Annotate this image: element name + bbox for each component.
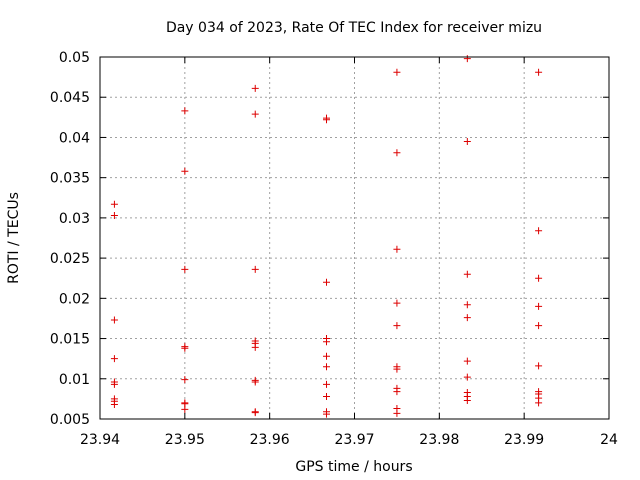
data-point [251, 84, 259, 92]
data-point [251, 110, 259, 118]
y-tick-label: 0.005 [50, 412, 90, 428]
x-tick-label: 23.98 [419, 432, 459, 448]
axis-ticks [99, 56, 610, 420]
x-tick-label: 23.96 [250, 432, 290, 448]
data-point [110, 316, 118, 324]
data-point [323, 410, 331, 418]
data-point [463, 396, 471, 404]
data-point [463, 55, 471, 63]
data-point [393, 299, 401, 307]
data-point [535, 362, 543, 370]
data-point [181, 344, 189, 352]
data-point [393, 365, 401, 373]
data-point [463, 373, 471, 381]
y-tick-label: 0.04 [59, 130, 90, 146]
data-point [463, 314, 471, 322]
data-point [323, 392, 331, 400]
y-axis-title: ROTI / TECUs [6, 192, 22, 284]
data-point [323, 338, 331, 346]
y-tick-label: 0.01 [59, 372, 90, 388]
y-tick-label: 0.035 [50, 171, 90, 187]
x-axis-tick-labels: 23.94 23.95 23.96 23.97 23.98 23.99 24 [80, 432, 618, 448]
data-point [393, 68, 401, 76]
data-point [181, 405, 189, 413]
grid-lines [100, 57, 609, 419]
data-point [535, 322, 543, 330]
data-point [463, 270, 471, 278]
data-point [181, 265, 189, 273]
data-point [535, 399, 543, 407]
data-point [110, 355, 118, 363]
x-axis-title: GPS time / hours [295, 459, 412, 475]
data-point [393, 149, 401, 157]
data-point [181, 376, 189, 384]
data-point [535, 227, 543, 235]
data-point [535, 302, 543, 310]
y-tick-label: 0.045 [50, 90, 90, 106]
y-axis-tick-labels: 0.005 0.01 0.015 0.02 0.025 0.03 0.035 0.04 0.04… [50, 50, 90, 428]
x-tick-label: 23.95 [165, 432, 205, 448]
data-point [323, 380, 331, 388]
y-tick-label: 0.02 [59, 291, 90, 307]
data-points [110, 55, 543, 418]
data-point [323, 363, 331, 371]
x-tick-label: 23.99 [504, 432, 544, 448]
data-point [251, 409, 259, 417]
data-point [110, 401, 118, 409]
data-point [110, 211, 118, 219]
data-point [323, 278, 331, 286]
data-point [110, 380, 118, 388]
x-tick-label: 23.94 [80, 432, 120, 448]
data-point [181, 167, 189, 175]
data-point [393, 322, 401, 330]
data-point [463, 357, 471, 365]
chart-title: Day 034 of 2023, Rate Of TEC Index for r… [166, 20, 542, 36]
y-tick-label: 0.03 [59, 211, 90, 227]
data-point [535, 274, 543, 282]
data-point [251, 265, 259, 273]
data-point [110, 200, 118, 208]
x-tick-label: 24 [600, 432, 618, 448]
data-point [463, 137, 471, 145]
data-point [535, 68, 543, 76]
data-point [323, 352, 331, 360]
data-point [393, 409, 401, 417]
y-tick-label: 0.025 [50, 251, 90, 267]
y-tick-label: 0.015 [50, 332, 90, 348]
data-point [251, 378, 259, 386]
x-tick-label: 23.97 [334, 432, 374, 448]
data-point [323, 116, 331, 124]
data-point [463, 301, 471, 309]
y-tick-label: 0.05 [59, 50, 90, 66]
data-point [181, 107, 189, 115]
data-point [393, 245, 401, 253]
data-point [251, 343, 259, 351]
data-point [393, 388, 401, 396]
